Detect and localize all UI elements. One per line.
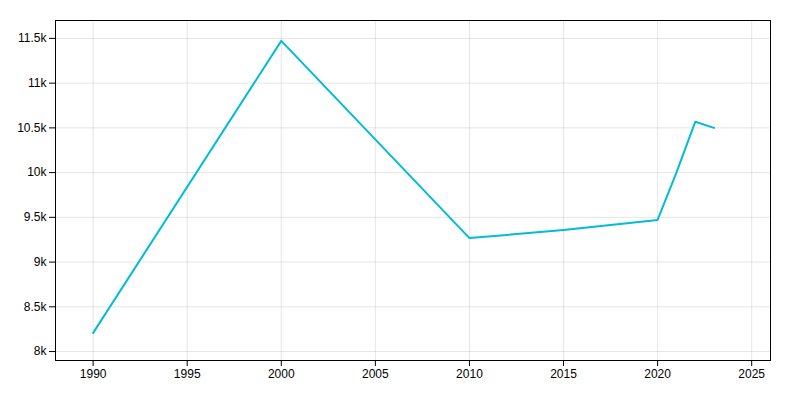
svg-text:2000: 2000 bbox=[268, 367, 295, 381]
svg-text:2010: 2010 bbox=[456, 367, 483, 381]
svg-text:10.5k: 10.5k bbox=[17, 121, 47, 135]
svg-text:9.5k: 9.5k bbox=[24, 210, 48, 224]
svg-text:1995: 1995 bbox=[174, 367, 201, 381]
svg-text:9k: 9k bbox=[34, 255, 48, 269]
svg-text:8.5k: 8.5k bbox=[24, 300, 48, 314]
svg-text:11.5k: 11.5k bbox=[18, 31, 47, 45]
svg-text:2015: 2015 bbox=[550, 367, 577, 381]
svg-text:10k: 10k bbox=[27, 165, 47, 179]
svg-text:2025: 2025 bbox=[738, 367, 765, 381]
svg-text:11k: 11k bbox=[28, 76, 47, 90]
svg-text:2020: 2020 bbox=[644, 367, 671, 381]
svg-text:1990: 1990 bbox=[80, 367, 107, 381]
svg-text:8k: 8k bbox=[34, 344, 48, 358]
svg-text:2005: 2005 bbox=[362, 367, 389, 381]
